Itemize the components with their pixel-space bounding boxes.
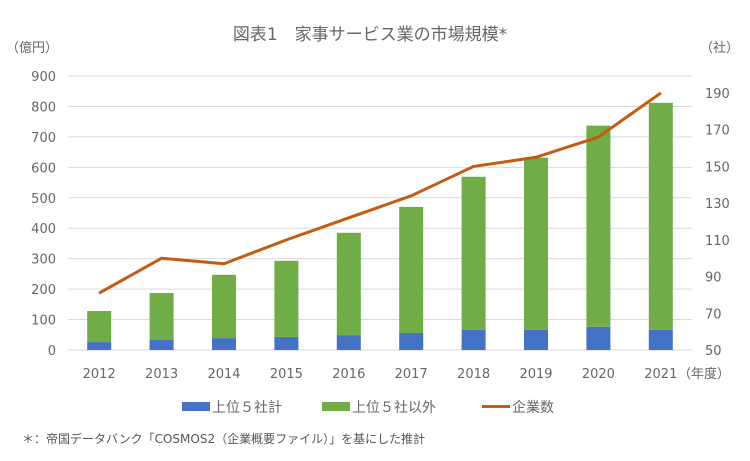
x-tick-label: 2018	[457, 367, 490, 382]
left-tick-label: 400	[31, 222, 56, 237]
bar-top5	[461, 329, 486, 350]
bar-others	[586, 125, 611, 327]
right-tick-label: 110	[705, 234, 730, 249]
right-tick-label: 70	[705, 307, 722, 322]
footnote: ＊：帝国データバンク「COSMOS2（企業概要ファイル）」を基にした推計	[22, 432, 426, 446]
bar-top5	[212, 338, 236, 350]
bar-top5	[274, 336, 299, 350]
x-tick-label: 2021	[644, 367, 677, 382]
x-tick-label: 2014	[207, 367, 240, 382]
bar-others	[399, 206, 424, 333]
bar-top5	[87, 342, 112, 350]
line-point	[660, 92, 662, 94]
right-tick-label: 90	[705, 271, 722, 286]
x-tick-label: 2019	[519, 367, 552, 382]
bar-others	[336, 232, 361, 336]
x-tick-label: 2012	[83, 367, 116, 382]
x-tick-label: 2016	[332, 367, 365, 382]
left-tick-label: 100	[31, 314, 56, 329]
left-tick-label: 900	[31, 70, 56, 85]
bar-others	[274, 260, 299, 337]
right-axis-label: （社）	[700, 40, 739, 56]
chart: 図表1 家事サービス業の市場規模* （億円） （社） （年度） 0 100 200 3…	[6, 25, 739, 416]
legend-label: 上位５社以外	[352, 400, 436, 416]
bar-others	[524, 157, 548, 330]
left-tick-label: 800	[31, 100, 56, 115]
legend-swatch	[182, 402, 210, 411]
bar-top5	[336, 335, 361, 350]
bar-others	[212, 274, 236, 339]
bar-others	[648, 102, 673, 330]
legend-swatch	[322, 402, 350, 411]
x-axis-label: （年度）	[678, 366, 730, 382]
line-point	[223, 263, 225, 265]
left-tick-label: 700	[31, 131, 56, 146]
bar-top5	[399, 332, 424, 350]
bar-top5	[524, 329, 548, 350]
right-tick-label: 150	[705, 160, 730, 175]
left-tick-label: 600	[31, 161, 56, 176]
company-count-line	[98, 91, 662, 295]
x-tick-label: 2017	[395, 367, 428, 382]
line-point	[410, 195, 412, 197]
left-tick-label: 0	[48, 344, 56, 359]
left-tick-label: 300	[31, 253, 56, 268]
right-tick-label: 130	[705, 197, 730, 212]
x-tick-label: 2015	[270, 367, 303, 382]
line-point	[473, 165, 475, 167]
legend-label: 企業数	[512, 399, 554, 416]
right-tick-label: 50	[705, 344, 722, 359]
left-axis-label: （億円）	[6, 40, 58, 56]
bar-others	[149, 293, 174, 340]
legend-label: 上位５社計	[212, 400, 282, 416]
x-tick-label: 2013	[145, 367, 178, 382]
legend-swatch-line	[482, 405, 510, 408]
x-tick-label: 2020	[582, 367, 615, 382]
line-point	[535, 156, 537, 158]
right-tick-label: 190	[705, 87, 730, 102]
chart-title: 図表1 家事サービス業の市場規模*	[233, 25, 507, 45]
line-point	[98, 292, 100, 294]
line-point	[348, 217, 350, 219]
bar-others	[87, 311, 112, 343]
bar-top5	[648, 329, 673, 350]
left-tick-label: 200	[31, 283, 56, 298]
bar-others	[461, 176, 486, 330]
right-tick-label: 170	[705, 124, 730, 139]
bar-top5	[586, 326, 611, 350]
left-tick-label: 500	[31, 192, 56, 207]
line-point	[161, 257, 163, 259]
bar-top5	[149, 339, 174, 350]
line-point	[597, 136, 599, 138]
line-point	[285, 239, 287, 241]
